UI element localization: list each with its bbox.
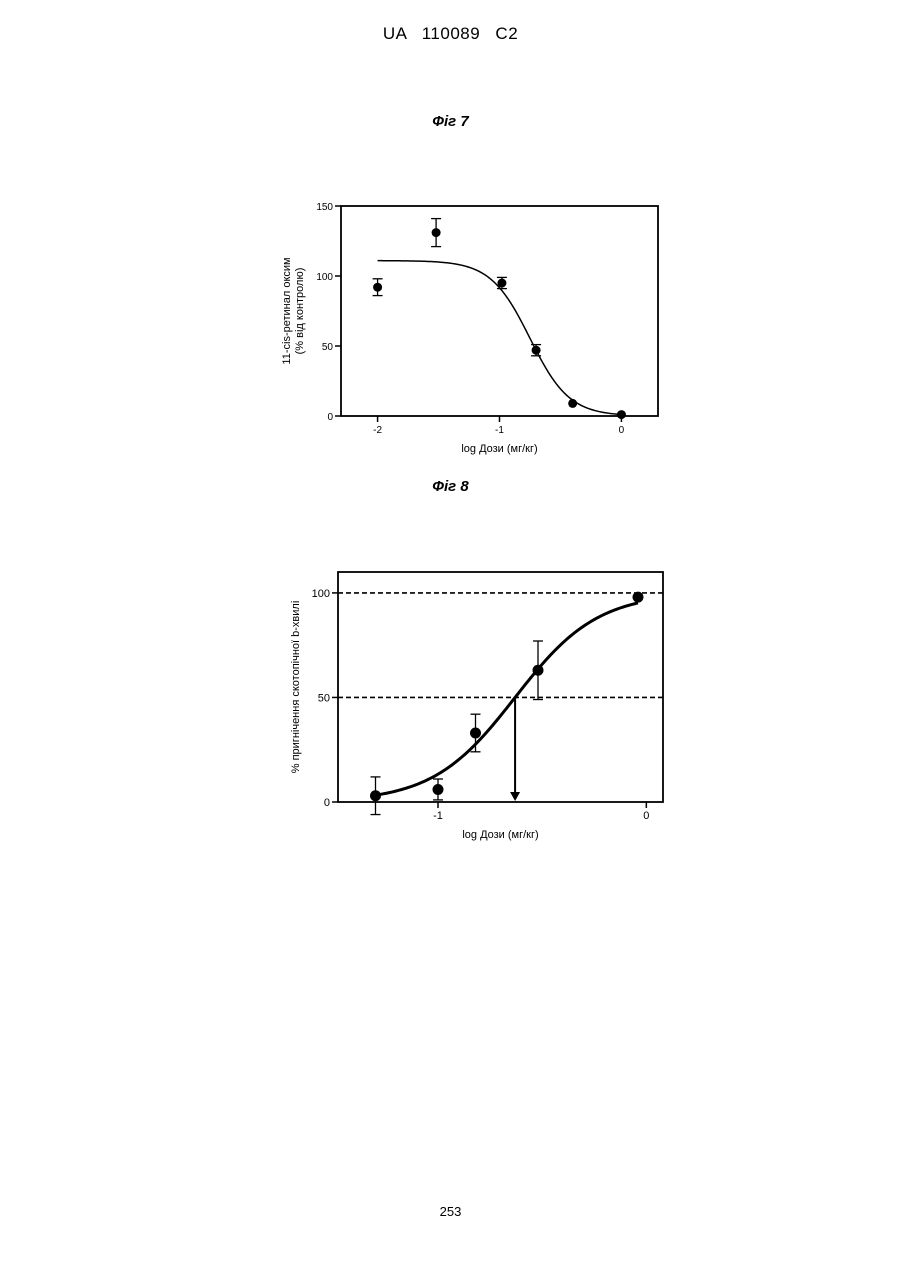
data-point	[370, 790, 381, 801]
data-point	[470, 728, 481, 739]
page-number: 253	[0, 1204, 901, 1219]
data-point	[532, 346, 541, 355]
y-tick-label: 100	[312, 588, 330, 600]
data-point	[373, 283, 382, 292]
y-tick-label: 50	[318, 692, 330, 704]
y-axis-label: % пригнічення скотопічної b-хвилі	[290, 601, 302, 774]
x-axis-label: log Дози (мг/кг)	[462, 829, 538, 841]
x-tick-label: 0	[619, 425, 625, 436]
plot-frame	[338, 572, 663, 802]
y-tick-label: 100	[316, 272, 333, 283]
x-tick-label: -1	[433, 810, 443, 822]
data-point	[633, 592, 644, 603]
data-point	[433, 784, 444, 795]
plot-frame	[341, 206, 658, 416]
document-header: UA 110089 C2	[0, 24, 901, 44]
y-tick-label: 0	[324, 797, 330, 809]
figure-8-label: Фіг 8	[0, 478, 901, 495]
data-point	[568, 399, 577, 408]
y-tick-label: 150	[316, 202, 333, 213]
y-tick-label: 0	[327, 412, 333, 423]
y-axis-label: (% від контролю)	[294, 268, 306, 355]
figure-7-label: Фіг 7	[0, 113, 901, 130]
figure-8-chart: -1 0 0 50 100 log Дози (мг/кг) % пригнічення с…	[0, 555, 901, 855]
fit-curve	[376, 603, 639, 795]
data-point	[533, 665, 544, 676]
data-point	[497, 279, 506, 288]
x-tick-label: -1	[495, 425, 504, 436]
ec50-arrow-head	[510, 792, 520, 801]
data-point	[617, 410, 626, 419]
x-axis-label: log Дози (мг/кг)	[461, 443, 537, 455]
x-tick-label: -2	[373, 425, 382, 436]
y-axis-label: 11-cis-ретинал оксим	[281, 257, 293, 364]
x-tick-label: 0	[643, 810, 649, 822]
figure-7-chart: -2 -1 0 0 50 100 150 log Дози (мг/кг) 11-cis-рет…	[0, 190, 901, 470]
data-point	[432, 228, 441, 237]
y-tick-label: 50	[322, 342, 334, 353]
